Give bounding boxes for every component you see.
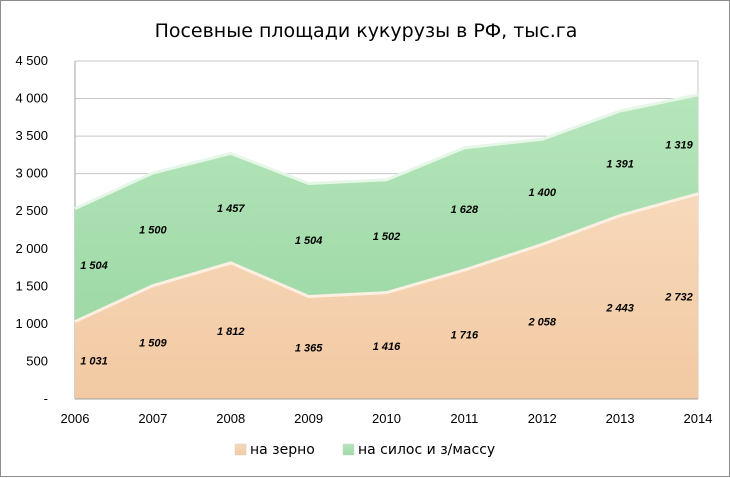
- chart-title: Посевные площади кукурузы в РФ, тыс.га: [155, 20, 578, 42]
- data-label-grain: 1 416: [373, 341, 401, 353]
- y-tick-label: 2 500: [15, 203, 48, 218]
- area-edge-silage: [74, 93, 699, 210]
- data-label-grain: 1 509: [139, 337, 167, 349]
- data-label-grain: 1 031: [80, 355, 108, 367]
- data-label-grain: 1 365: [295, 343, 323, 355]
- y-tick-label: 1 500: [15, 278, 48, 293]
- y-tick-label: 4 500: [15, 53, 48, 68]
- y-tick-label: 3 500: [15, 128, 48, 143]
- data-label-grain: 2 732: [664, 291, 693, 303]
- data-label-silage: 1 400: [528, 187, 556, 199]
- data-label-grain: 1 716: [451, 330, 479, 342]
- y-tick-label: 4 000: [15, 91, 48, 106]
- data-label-silage: 1 628: [451, 204, 479, 216]
- y-tick-label: 500: [26, 353, 48, 368]
- legend-label: на силос и з/массу: [358, 442, 495, 458]
- plot-area: - 500 1 000 1 500 2 000 2 500 3 000 3 500 4 000 4…: [15, 53, 712, 426]
- data-label-grain: 2 058: [527, 317, 556, 329]
- data-label-silage: 1 457: [217, 203, 245, 215]
- area-edge-grain: [74, 192, 699, 323]
- y-tick-label: 1 000: [15, 316, 48, 331]
- y-tick-label: 3 000: [15, 166, 48, 181]
- data-label-silage: 1 319: [665, 139, 693, 151]
- legend: на зерно на силос и з/массу: [234, 442, 495, 458]
- y-tick-label: 2 000: [15, 241, 48, 256]
- legend-swatch: [234, 443, 247, 456]
- x-tick-label: 2012: [528, 411, 557, 426]
- data-label-silage: 1 500: [139, 224, 167, 236]
- x-tick-label: 2014: [684, 411, 713, 426]
- legend-label: на зерно: [250, 442, 315, 458]
- x-tick-label: 2009: [294, 411, 323, 426]
- y-tick-label: -: [44, 391, 48, 406]
- data-label-grain: 1 812: [217, 326, 245, 338]
- x-tick-label: 2007: [138, 411, 167, 426]
- x-tick-label: 2006: [61, 411, 90, 426]
- area-series-silage: [75, 94, 698, 322]
- data-label-silage: 1 502: [373, 231, 401, 243]
- x-tick-label: 2011: [450, 411, 478, 426]
- x-tick-label: 2010: [372, 411, 401, 426]
- x-tick-label: 2013: [606, 411, 635, 426]
- data-label-silage: 1 391: [606, 158, 634, 170]
- legend-swatch: [342, 443, 355, 456]
- data-label-grain: 2 443: [605, 302, 634, 314]
- data-label-silage: 1 504: [295, 235, 323, 247]
- data-label-silage: 1 504: [80, 260, 108, 272]
- x-tick-label: 2008: [216, 411, 245, 426]
